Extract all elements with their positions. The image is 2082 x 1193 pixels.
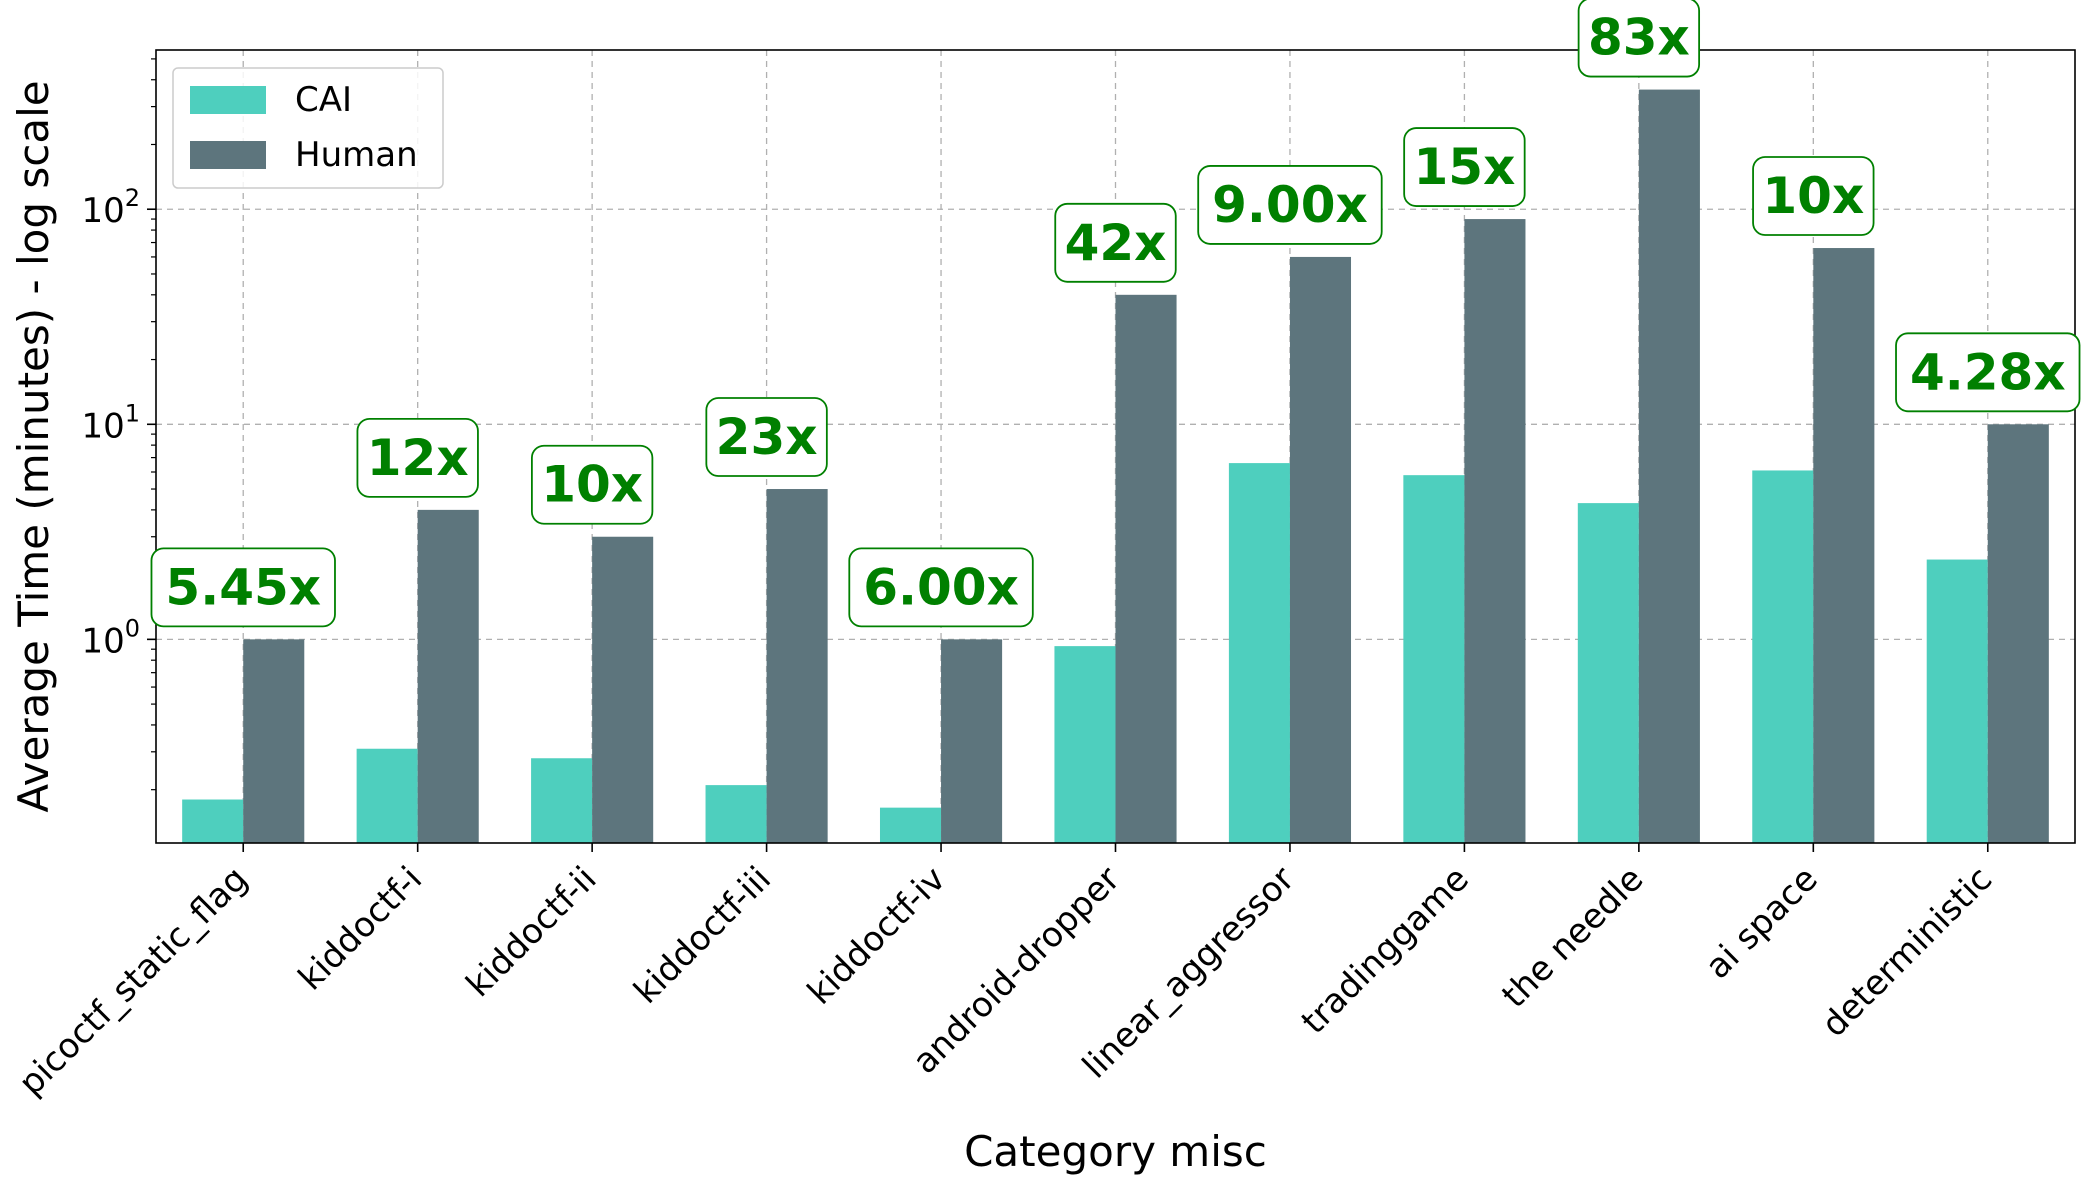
bar-cai bbox=[1926, 559, 1988, 843]
ratio-annotation-label: 10x bbox=[541, 456, 643, 514]
legend-label-human: Human bbox=[295, 135, 418, 175]
bar-human bbox=[941, 639, 1003, 843]
x-axis-label: Category misc bbox=[964, 1127, 1267, 1176]
y-tick-base: 10 bbox=[81, 191, 124, 231]
ratio-annotation-label: 15x bbox=[1413, 138, 1515, 196]
bar-human bbox=[1464, 219, 1526, 844]
bar-cai bbox=[1577, 503, 1639, 843]
x-tick-label: the needle bbox=[1494, 859, 1651, 1016]
x-tick-label: deterministic bbox=[1814, 859, 2000, 1045]
ratio-annotation-label: 6.00x bbox=[863, 558, 1019, 616]
bar-human bbox=[1289, 256, 1352, 843]
bar-human bbox=[592, 536, 654, 843]
y-tick-label: 100 bbox=[81, 614, 140, 661]
x-tick-label: kiddoctf-ii bbox=[459, 859, 605, 1005]
legend: CAI Human bbox=[172, 67, 444, 189]
y-tick-label: 102 bbox=[81, 184, 140, 231]
y-tick-exponent: 2 bbox=[125, 184, 140, 212]
ratio-annotation-label: 4.28x bbox=[1910, 343, 2066, 401]
legend-swatch-cai bbox=[190, 86, 266, 114]
x-tick-label: kiddoctf-iii bbox=[626, 859, 779, 1012]
bar-human bbox=[243, 639, 305, 843]
ratio-annotation-label: 9.00x bbox=[1212, 176, 1368, 234]
bar-cai bbox=[531, 758, 593, 843]
x-tick-label: kiddoctf-i bbox=[291, 859, 430, 998]
bar-cai bbox=[705, 785, 767, 843]
ratio-annotation-box bbox=[356, 417, 479, 498]
bar-cai bbox=[1403, 475, 1465, 843]
bar-human bbox=[1115, 294, 1177, 844]
ratio-annotation-box bbox=[1752, 156, 1875, 236]
bar-cai bbox=[1054, 646, 1116, 843]
bar-cai bbox=[1752, 470, 1814, 843]
y-tick-label: 101 bbox=[81, 399, 140, 446]
ratio-annotation-label: 23x bbox=[716, 408, 818, 466]
ratio-annotation-box bbox=[530, 444, 654, 525]
ratio-annotation-box bbox=[1577, 0, 1701, 78]
y-tick-base: 10 bbox=[81, 406, 124, 446]
y-tick-exponent: 0 bbox=[125, 614, 140, 642]
y-tick-exponent: 1 bbox=[125, 399, 140, 427]
bar-cai bbox=[182, 799, 244, 843]
bar-cai bbox=[879, 807, 942, 843]
y-tick-base: 10 bbox=[81, 621, 124, 661]
y-axis-label: Average Time (minutes) - log scale bbox=[9, 80, 58, 812]
ratio-annotation-box bbox=[150, 547, 336, 628]
ratio-annotation-label: 42x bbox=[1065, 214, 1167, 272]
bar-human bbox=[1987, 424, 2049, 843]
legend-swatch-human bbox=[190, 141, 266, 169]
x-tick-label: tradinggame bbox=[1294, 859, 1477, 1042]
ratio-annotation-label: 83x bbox=[1588, 9, 1690, 67]
bar-cai bbox=[356, 748, 418, 843]
ratio-annotation-label: 5.45x bbox=[165, 558, 321, 616]
x-tick-label: ai space bbox=[1698, 859, 1826, 987]
ratio-annotation-box bbox=[705, 397, 828, 477]
ratio-annotation-box bbox=[1197, 165, 1383, 245]
x-tick-label: picoctf_static_flag bbox=[11, 859, 255, 1103]
annotation-layer: 5.45x 12x 10x 23x 6.00x 42x 9.00x 15x 83x 10x 4.28… bbox=[150, 0, 2081, 628]
legend-label-cai: CAI bbox=[295, 80, 352, 120]
ratio-annotation-box bbox=[1054, 202, 1177, 283]
ratio-annotation-label: 12x bbox=[367, 429, 469, 487]
bar-human bbox=[1638, 89, 1700, 844]
bar-human bbox=[1813, 248, 1875, 844]
bars-layer bbox=[182, 89, 2049, 844]
ratio-annotation-label: 10x bbox=[1762, 167, 1864, 225]
bar-cai bbox=[1228, 463, 1290, 843]
ratio-annotation-box bbox=[1895, 332, 2081, 413]
ratio-annotation-box bbox=[848, 547, 1034, 628]
bar-human bbox=[766, 489, 828, 843]
bar-human bbox=[417, 509, 479, 843]
ratio-annotation-box bbox=[1403, 127, 1526, 207]
x-tick-label: kiddoctf-iv bbox=[800, 859, 953, 1012]
